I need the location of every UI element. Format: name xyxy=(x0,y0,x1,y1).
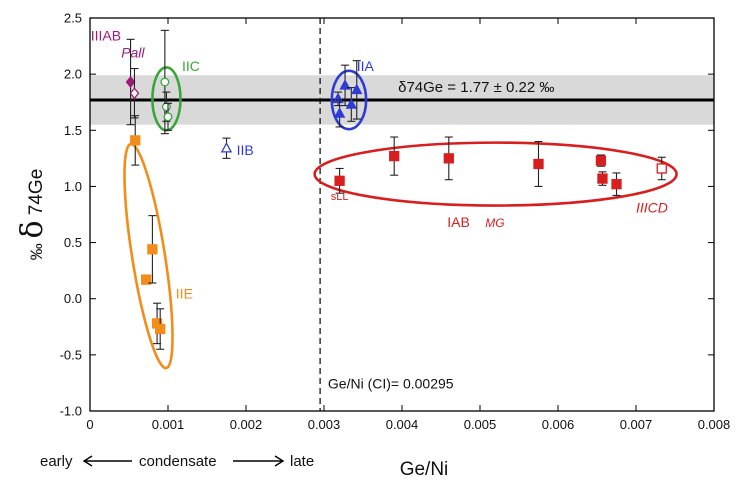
point-iab xyxy=(533,158,544,170)
point-iia xyxy=(333,107,346,118)
arrow-left xyxy=(82,455,132,467)
y-axis-label-suffix: 74Ge xyxy=(26,169,47,221)
point-iib xyxy=(220,141,233,153)
point-iiiab xyxy=(125,75,136,89)
ci-line-label: Ge/Ni (CI)= 0.00295 xyxy=(328,376,454,392)
x-tick-label: 0.005 xyxy=(464,417,497,432)
y-tick-label: 1.0 xyxy=(64,179,82,194)
point-iie xyxy=(141,274,152,285)
x-tick-label: 0.008 xyxy=(698,417,731,432)
point-iab xyxy=(389,150,400,162)
y-tick-label: -1.0 xyxy=(60,404,82,419)
data-points xyxy=(125,29,667,350)
point-iab xyxy=(334,175,345,186)
label-iiiab: IIIAB xyxy=(91,27,121,43)
point-iic xyxy=(163,112,173,122)
x-tick-label: 0.004 xyxy=(386,417,419,432)
point-iic xyxy=(160,77,170,87)
y-tick-label: 1.5 xyxy=(64,123,82,138)
point-iia xyxy=(339,78,351,90)
x-tick-label: 0.007 xyxy=(620,417,653,432)
label-pall: Pall xyxy=(121,44,145,60)
point-label-sll: sLL xyxy=(331,191,349,203)
point-iiicd xyxy=(656,163,667,174)
axes: 0 0.001 0.002 0.003 0.004 0.005 0.006 0.007 0.00… xyxy=(15,11,730,481)
x-axis-label: Ge/Ni xyxy=(400,459,449,480)
point-iie xyxy=(155,323,166,335)
y-tick-label: 0.0 xyxy=(64,291,82,306)
annotation-late: late xyxy=(290,453,314,470)
x-tick-label: 0.006 xyxy=(542,417,575,432)
point-iie xyxy=(147,244,158,255)
reference-lines: δ74Ge = 1.77 ± 0.22 ‰ Ge/Ni (CI)= 0.00295 xyxy=(90,18,714,411)
point-iia xyxy=(351,83,363,95)
x-tick-label: 0.003 xyxy=(308,417,341,432)
point-iic xyxy=(161,102,171,112)
y-axis-label: ‰ δ 74Ge xyxy=(15,169,50,261)
point-pall xyxy=(129,87,140,100)
y-axis-label-main: δ xyxy=(15,220,50,238)
x-tick-label: 0.001 xyxy=(152,417,185,432)
ellipse-iia xyxy=(330,69,368,131)
label-iiicd: IIICD xyxy=(636,199,668,215)
y-tick-label: 2.5 xyxy=(64,11,82,26)
reference-line-label: δ74Ge = 1.77 ± 0.22 ‰ xyxy=(398,79,554,96)
point-iia xyxy=(345,98,357,109)
label-iic: IIC xyxy=(182,58,200,74)
y-tick-label: 0.5 xyxy=(64,235,82,250)
ellipse-iie xyxy=(123,142,174,370)
point-iab xyxy=(611,179,622,190)
x-tick-label: 0 xyxy=(86,417,93,432)
annotation-early: early xyxy=(40,453,73,470)
y-axis-label-prefix: ‰ xyxy=(27,239,46,261)
y-tick-label: -0.5 xyxy=(60,347,82,362)
label-iab-sub: MG xyxy=(485,216,504,230)
label-iab: IAB xyxy=(447,214,470,230)
point-iab xyxy=(597,173,608,184)
ellipse-iab xyxy=(313,141,678,207)
point-iab xyxy=(595,155,607,166)
label-iia: IIA xyxy=(357,58,375,74)
point-iab xyxy=(443,153,454,164)
x-tick-label: 0.002 xyxy=(230,417,263,432)
label-iie: IIE xyxy=(176,286,193,302)
annotation-condensate: condensate xyxy=(139,453,217,470)
label-iib: IIB xyxy=(237,142,254,158)
point-iie xyxy=(130,135,141,146)
arrow-right xyxy=(233,455,285,467)
y-tick-label: 2.0 xyxy=(64,67,82,82)
